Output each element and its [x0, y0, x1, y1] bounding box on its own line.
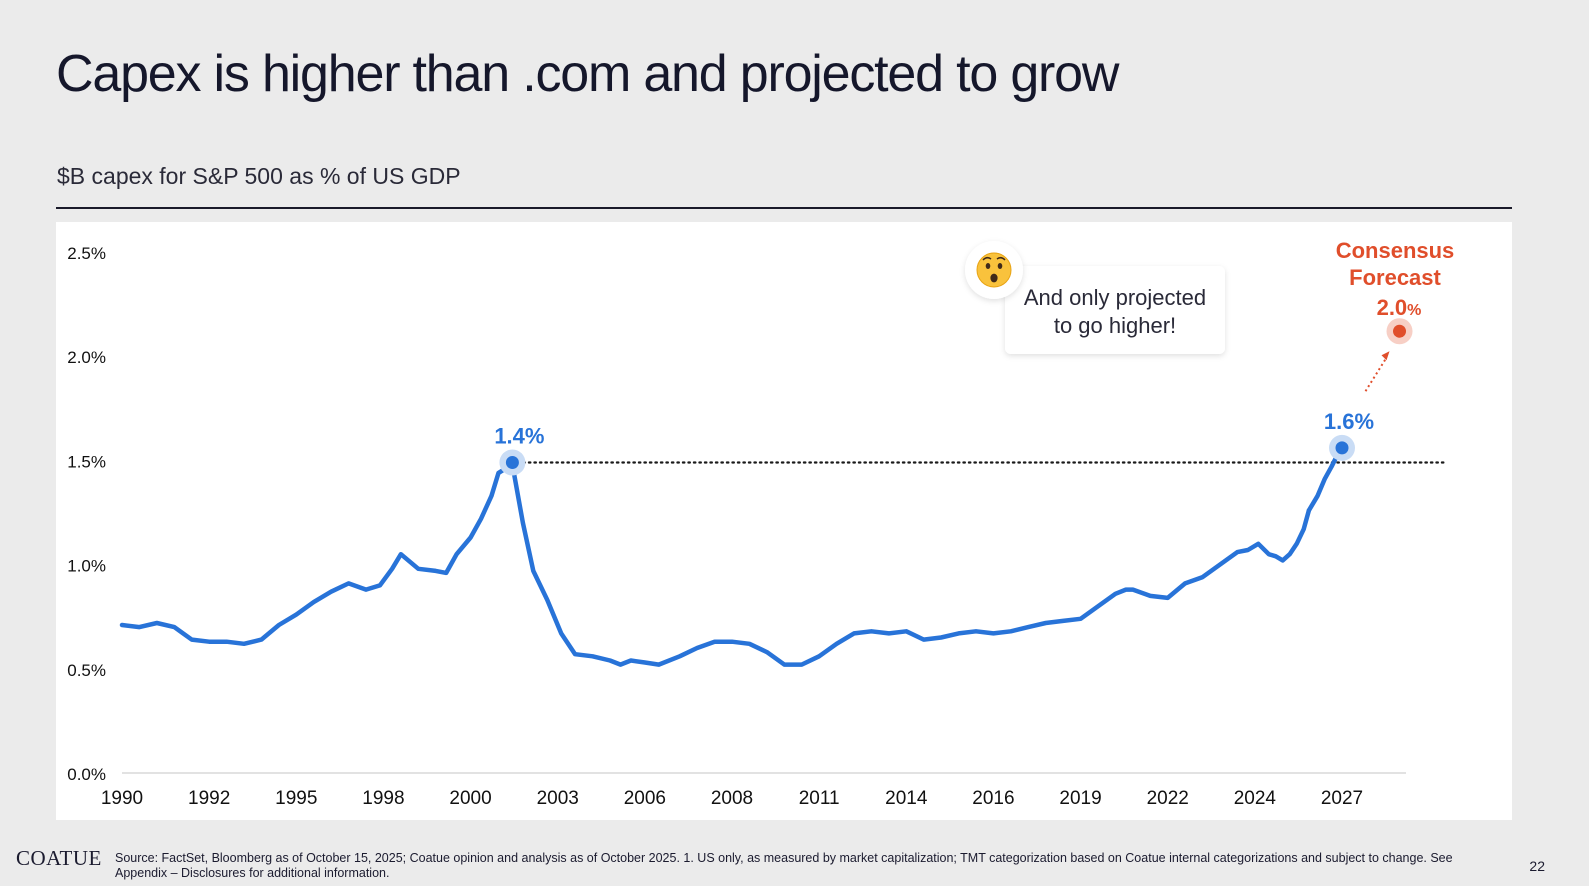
x-axis: 1990 1992 1995 1998 2000 2003 2006 2008 2011 2014…: [101, 772, 1406, 809]
y-axis: 0.0% 0.5% 1.0% 1.5% 2.0% 2.5%: [67, 244, 106, 784]
y-tick-label: 2.0%: [67, 348, 106, 367]
x-tick-label: 2014: [885, 788, 928, 809]
x-tick-label: 1990: [101, 788, 143, 809]
forecast-value-label: 2.0%: [1377, 295, 1422, 320]
astonished-face-icon: [976, 252, 1012, 288]
header-divider: [56, 207, 1512, 209]
peak-marker: [1335, 441, 1349, 455]
chart-subtitle: $B capex for S&P 500 as % of US GDP: [57, 163, 461, 189]
forecast-value-unit: %: [1407, 302, 1421, 319]
x-tick-label: 2011: [799, 788, 840, 809]
series-group: [119, 445, 1345, 667]
forecast-arrowhead: [1381, 351, 1390, 361]
marker-group: 1.4% 1.6%: [494, 409, 1374, 476]
source-footnote: Source: FactSet, Bloomberg as of October…: [115, 851, 1453, 880]
x-tick-label: 2022: [1147, 788, 1189, 809]
x-tick-label: 2003: [537, 788, 579, 809]
x-tick-label: 2000: [449, 788, 491, 809]
callout: And only projected to go higher!: [965, 241, 1225, 354]
chart-panel: [56, 222, 1512, 820]
peak-marker: [505, 455, 519, 469]
forecast-marker: [1393, 324, 1407, 338]
y-tick-label: 1.0%: [67, 557, 106, 576]
callout-box: [1005, 266, 1225, 354]
y-tick-label: 0.5%: [67, 661, 106, 680]
callout-text-line1: And only projected: [1024, 285, 1206, 310]
x-tick-label: 2016: [972, 788, 1014, 809]
page-number: 22: [1529, 858, 1545, 874]
forecast-arrow: [1364, 358, 1387, 392]
x-tick-label: 1998: [362, 788, 404, 809]
slide-title: Capex is higher than .com and projected …: [56, 45, 1119, 103]
capex-line-chart: 0.0%0.5%1.0%1.5%2.0%2.5% 1990 1992 1995 199…: [67, 238, 1455, 809]
peak-label: 1.6%: [1324, 409, 1374, 434]
x-tick-label: 1992: [188, 788, 230, 809]
x-tick-label: 2008: [711, 788, 753, 809]
y-tick-label: 2.5%: [67, 244, 106, 263]
y-tick-label: 0.0%: [67, 765, 106, 784]
callout-text-line2: to go higher!: [1054, 313, 1176, 338]
forecast-title-line1: Consensus: [1336, 238, 1455, 263]
y-tick-label: 1.5%: [67, 452, 106, 471]
x-tick-label: 1995: [275, 788, 317, 809]
x-tick-label: 2027: [1321, 788, 1363, 809]
forecast-title-line2: Forecast: [1349, 265, 1441, 290]
series-line-capex: [119, 462, 1312, 667]
forecast-value-number: 2.0: [1377, 295, 1408, 320]
x-tick-label: 2024: [1234, 788, 1277, 809]
brand-logo: COATUE: [16, 846, 102, 870]
x-tick-label: 2006: [624, 788, 666, 809]
peak-label: 1.4%: [494, 423, 544, 448]
x-tick-label: 2019: [1059, 788, 1101, 809]
